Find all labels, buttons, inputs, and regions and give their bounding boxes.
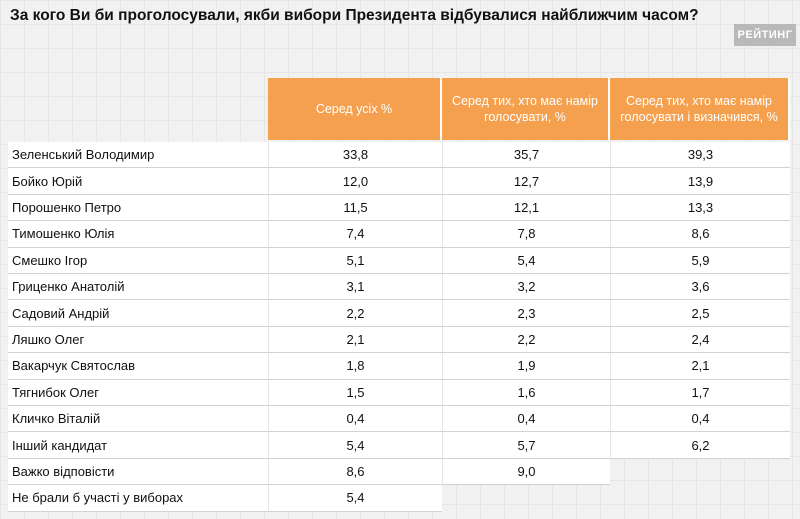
title: За кого Ви би проголосували, якби вибори… (10, 7, 699, 24)
value-cell: 5,4 (268, 485, 442, 512)
value-cell: 2,4 (610, 326, 790, 354)
value-cell: 13,3 (610, 194, 790, 222)
column-header: Серед усіх % (268, 78, 442, 140)
row-name: Важко відповісти (8, 458, 268, 486)
value-cell: 12,1 (442, 194, 610, 222)
value-cell: 11,5 (268, 194, 442, 222)
value-cell: 0,4 (442, 406, 610, 433)
row-name: Тимошенко Юлія (8, 221, 268, 248)
row-name: Порошенко Петро (8, 194, 268, 222)
value-cell: 6,2 (610, 432, 790, 459)
logo: РЕЙТИНГ (734, 24, 796, 46)
row-name: Кличко Віталій (8, 406, 268, 433)
row-name: Інший кандидат (8, 432, 268, 459)
row-name: Смешко Ігор (8, 247, 268, 274)
value-cell: 2,5 (610, 300, 790, 327)
value-cell: 5,1 (268, 247, 442, 274)
value-cell: 2,2 (442, 326, 610, 354)
value-cell: 5,9 (610, 247, 790, 274)
value-cell: 1,8 (268, 353, 442, 380)
column-header: Серед тих, хто має намір голосувати і ви… (610, 78, 790, 140)
column-header: Серед тих, хто має намір голосувати, % (442, 78, 610, 140)
row-name: Не брали б участі у виборах (8, 485, 268, 512)
value-cell: 0,4 (268, 406, 442, 433)
row-name: Гриценко Анатолій (8, 274, 268, 301)
value-cell: 5,4 (442, 247, 610, 274)
value-cell: 1,9 (442, 353, 610, 380)
value-cell: 35,7 (442, 142, 610, 169)
value-cell: 12,7 (442, 168, 610, 195)
value-cell: 2,1 (610, 353, 790, 380)
value-cell: 1,5 (268, 379, 442, 406)
value-cell: 0,4 (610, 406, 790, 433)
value-cell: 3,1 (268, 274, 442, 301)
value-cell: 8,6 (610, 221, 790, 248)
row-name: Тягнибок Олег (8, 379, 268, 406)
value-cell: 3,2 (442, 274, 610, 301)
row-name: Ляшко Олег (8, 326, 268, 354)
row-name: Садовий Андрій (8, 300, 268, 327)
value-cell: 3,6 (610, 274, 790, 301)
row-name: Зеленський Володимир (8, 142, 268, 169)
value-cell: 5,4 (268, 432, 442, 459)
value-cell: 5,7 (442, 432, 610, 459)
value-cell: 2,3 (442, 300, 610, 327)
value-cell: 1,7 (610, 379, 790, 406)
value-cell: 39,3 (610, 142, 790, 169)
value-cell: 7,4 (268, 221, 442, 248)
value-cell: 12,0 (268, 168, 442, 195)
row-name: Бойко Юрій (8, 168, 268, 195)
value-cell: 2,2 (268, 300, 442, 327)
value-cell: 1,6 (442, 379, 610, 406)
value-cell: 8,6 (268, 458, 442, 486)
value-cell: 2,1 (268, 326, 442, 354)
value-cell: 13,9 (610, 168, 790, 195)
value-cell: 9,0 (442, 458, 610, 486)
row-name: Вакарчук Святослав (8, 353, 268, 380)
value-cell: 7,8 (442, 221, 610, 248)
value-cell: 33,8 (268, 142, 442, 169)
